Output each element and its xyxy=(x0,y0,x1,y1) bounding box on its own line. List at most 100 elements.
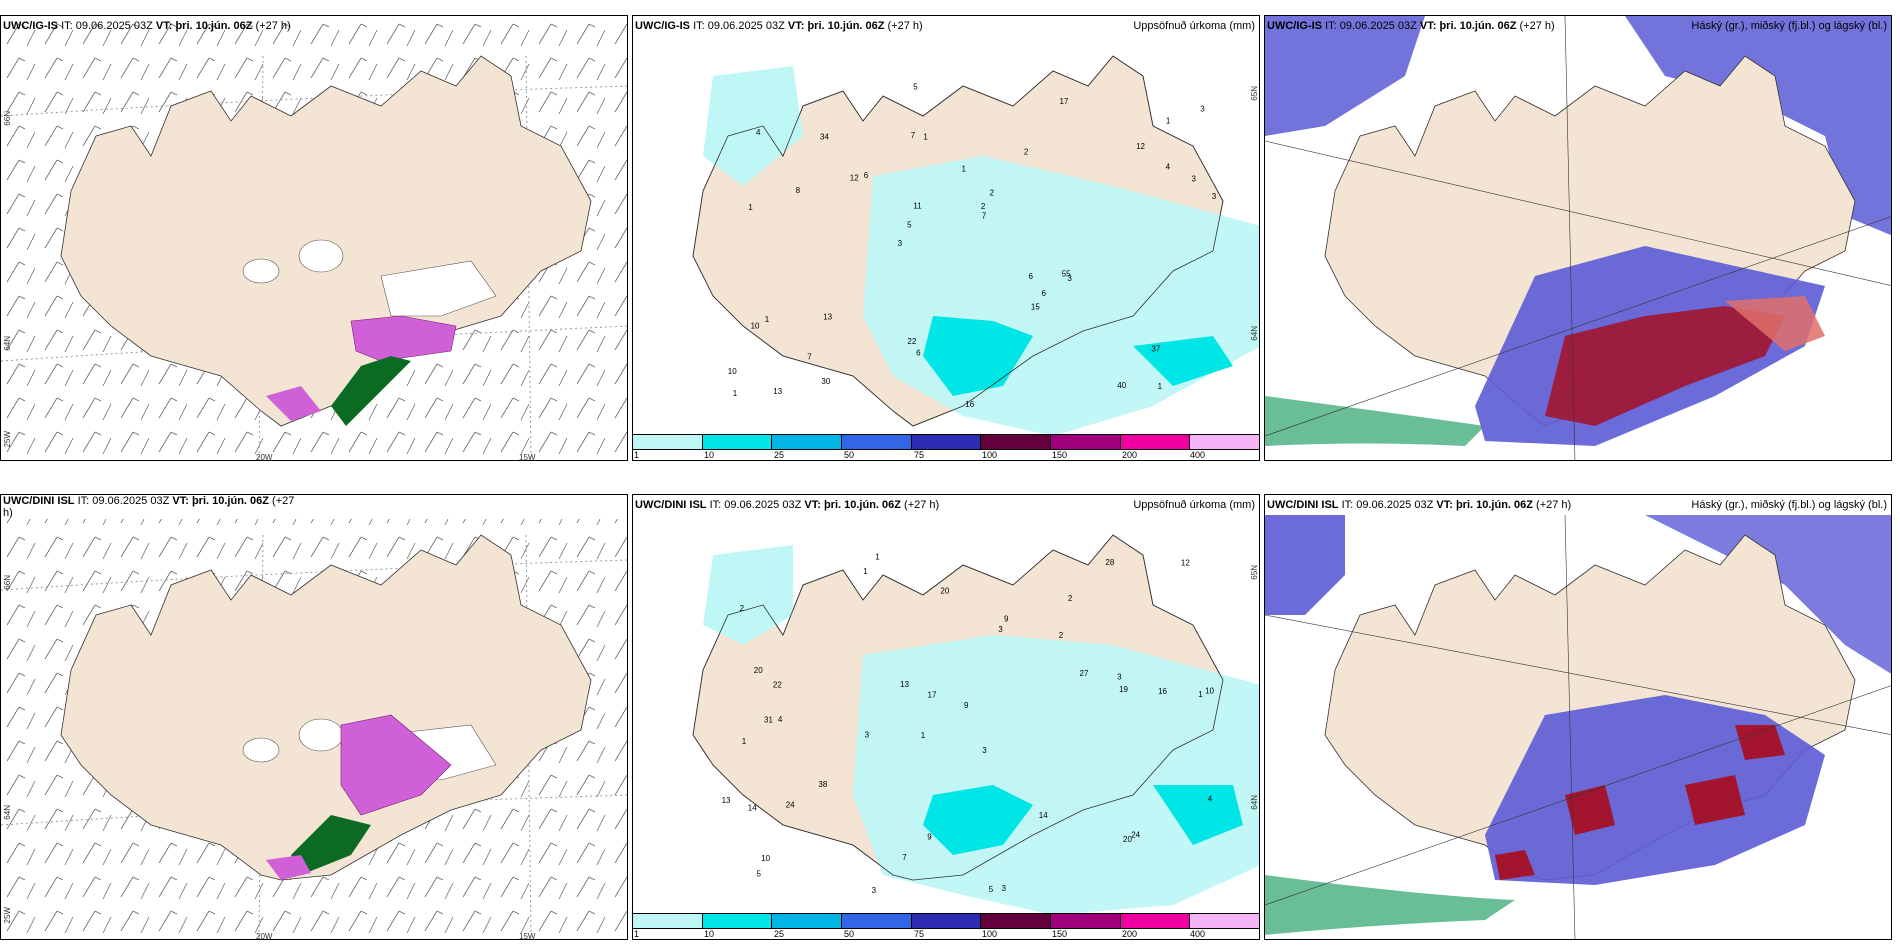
lat-label-64n: 64N xyxy=(3,336,12,351)
panel-title: UWC/IG-IS IT: 09.06.2025 03Z VT: þri. 10… xyxy=(1267,20,1555,32)
legend-tick: 10 xyxy=(704,450,715,460)
legend-tick: 1 xyxy=(634,929,640,939)
precip-value-label: 4 xyxy=(778,715,783,724)
precip-value-label: 15 xyxy=(1031,303,1040,312)
precip-value-label: 5 xyxy=(907,221,912,230)
panel-title: UWC/IG-IS IT: 09.06.2025 03Z VT: þri. 10… xyxy=(3,20,291,32)
precip-value-label: 28 xyxy=(1105,558,1114,567)
precip-value-label: 1 xyxy=(1158,382,1163,391)
precip-value-label: 16 xyxy=(965,400,974,409)
precip-value-label: 24 xyxy=(1131,831,1140,840)
precip-value-label: 2 xyxy=(1024,148,1029,157)
precip-value-label: 10 xyxy=(751,322,760,331)
legend-swatch xyxy=(702,914,773,928)
precip-value-labels: 1113213711610712345364522113417134037551… xyxy=(728,83,1217,410)
legend-tick: 25 xyxy=(774,929,785,939)
precip-value-label: 3 xyxy=(1117,673,1122,682)
precip-value-label: 14 xyxy=(748,804,757,813)
precip-value-label: 8 xyxy=(796,186,801,195)
legend-tick: 10 xyxy=(704,929,715,939)
precip-value-label: 4 xyxy=(1166,163,1171,172)
legend-tick: 400 xyxy=(1190,929,1206,939)
wind-map xyxy=(1,16,627,460)
legend-swatch xyxy=(702,435,773,449)
precip-value-label: 1 xyxy=(863,567,868,576)
legend-swatch xyxy=(1120,435,1191,449)
legend-tick: 100 xyxy=(982,450,998,460)
precip-value-label: 11 xyxy=(913,201,922,210)
lat-label-66n: 66N xyxy=(3,111,12,126)
legend-tick: 400 xyxy=(1190,450,1206,460)
legend-swatch xyxy=(1190,435,1259,449)
legend-swatch xyxy=(772,435,843,449)
precip-value-label: 17 xyxy=(928,690,937,699)
legend-swatch xyxy=(911,435,982,449)
precip-value-label: 20 xyxy=(1123,835,1132,844)
legend-bar xyxy=(633,913,1259,929)
precip-value-label: 13 xyxy=(722,796,731,805)
lon-label-25w: 25W xyxy=(3,907,12,924)
precip-value-label: 6 xyxy=(916,349,921,358)
lon-label-15w: 15W xyxy=(519,453,536,461)
legend-tick: 150 xyxy=(1052,450,1068,460)
legend-tick: 50 xyxy=(844,450,855,460)
precip-value-label: 4 xyxy=(756,128,761,137)
precip-value-label: 10 xyxy=(1205,687,1214,696)
precip-value-label: 1 xyxy=(875,552,880,561)
legend-swatch xyxy=(1120,914,1191,928)
precip-value-label: 3 xyxy=(1200,105,1205,114)
precip-value-label: 1 xyxy=(962,164,967,173)
precip-value-label: 6 xyxy=(1042,289,1047,298)
legend-swatch xyxy=(981,435,1052,449)
precip-value-label: 4 xyxy=(1208,794,1213,803)
precip-value-label: 1 xyxy=(1166,116,1171,125)
legend-swatch xyxy=(1051,914,1121,928)
precip-value-label: 20 xyxy=(940,587,949,596)
lat-label-65n: 65N xyxy=(1250,86,1259,101)
precip-value-label: 5 xyxy=(913,83,918,92)
precip-value-label: 3 xyxy=(998,625,1003,634)
precip-value-label: 3 xyxy=(1212,192,1217,201)
precip-value-label: 9 xyxy=(927,833,932,842)
precip-value-label: 3 xyxy=(872,886,877,895)
map-panel-clouds-ig: UWC/IG-IS IT: 09.06.2025 03Z VT: þri. 10… xyxy=(1264,15,1892,461)
map-panel-wind-ig: UWC/IG-IS IT: 09.06.2025 03Z VT: þri. 10… xyxy=(0,15,628,461)
panel-subtitle: Uppsöfnuð úrkoma (mm) xyxy=(1133,20,1255,32)
panel-title: UWC/IG-IS IT: 09.06.2025 03Z VT: þri. 10… xyxy=(635,20,923,32)
panel-subtitle: Háský (gr.), miðský (fj.bl.) og lágský (… xyxy=(1691,20,1887,32)
precip-value-label: 37 xyxy=(1151,345,1160,354)
precip-value-label: 1 xyxy=(765,315,770,324)
map-panel-clouds-dini: UWC/DINI ISL IT: 09.06.2025 03Z VT: þri.… xyxy=(1264,494,1892,940)
precip-value-label: 1 xyxy=(742,737,747,746)
precip-value-label: 6 xyxy=(1029,272,1034,281)
precip-value-label: 7 xyxy=(911,131,916,140)
legend-tick: 150 xyxy=(1052,929,1068,939)
precip-value-label: 5 xyxy=(989,885,994,894)
precip-value-label: 20 xyxy=(754,666,763,675)
legend-tick: 25 xyxy=(774,450,785,460)
precip-value-label: 13 xyxy=(823,313,832,322)
precip-value-label: 3 xyxy=(865,731,870,740)
cloud-map xyxy=(1265,16,1891,460)
lon-label-25w: 25W xyxy=(3,431,12,448)
legend-bar xyxy=(633,434,1259,450)
legend-swatch xyxy=(1190,914,1259,928)
panel-title: UWC/DINI ISL IT: 09.06.2025 03Z VT: þri.… xyxy=(3,495,295,519)
precip-value-label: 1 xyxy=(923,132,928,141)
precip-value-label: 16 xyxy=(1158,687,1167,696)
precip-value-label: 2 xyxy=(981,202,986,211)
precip-value-label: 38 xyxy=(818,780,827,789)
precip-value-label: 2 xyxy=(740,604,745,613)
precip-value-label: 12 xyxy=(850,174,859,183)
precip-value-label: 12 xyxy=(1181,558,1190,567)
lat-label-64n: 64N xyxy=(3,805,12,820)
lat-label-65n: 65N xyxy=(1250,565,1259,580)
legend-swatch xyxy=(772,914,843,928)
precip-value-label: 30 xyxy=(821,377,830,386)
wind-map xyxy=(1,519,627,939)
lat-label-64n: 64N xyxy=(1250,795,1259,810)
precip-value-label: 1 xyxy=(733,389,738,398)
legend-tick: 200 xyxy=(1122,929,1138,939)
precip-value-label: 7 xyxy=(807,353,812,362)
lon-label-20w: 20W xyxy=(256,932,273,940)
